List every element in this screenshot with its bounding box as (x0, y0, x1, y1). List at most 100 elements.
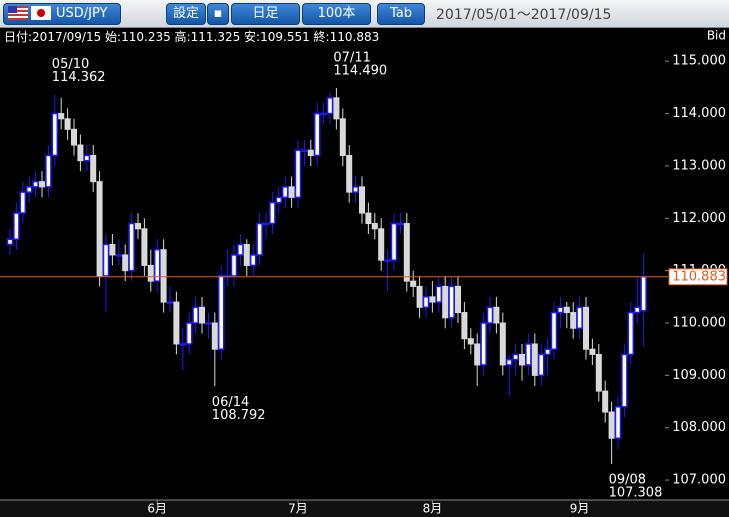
down-candle (429, 296, 436, 303)
icon-button[interactable]: ▪ (207, 3, 229, 25)
up-candle (102, 243, 110, 277)
last-price-label: 110.883 (672, 269, 726, 284)
up-candle (313, 112, 321, 157)
up-candle (128, 222, 135, 272)
up-candle (115, 254, 123, 257)
down-candle (135, 223, 141, 230)
down-candle (531, 343, 538, 376)
up-candle (640, 276, 647, 312)
up-candle (614, 406, 622, 439)
down-candle (474, 343, 481, 366)
down-candle (160, 249, 167, 303)
info-value: 111.325 (190, 30, 241, 44)
up-candle (51, 112, 59, 157)
up-candle (486, 306, 494, 324)
up-candle (512, 353, 519, 361)
down-candle (71, 128, 77, 146)
annotation-date: 09/08 (609, 472, 646, 487)
up-candle (281, 186, 289, 199)
x-tick-label: 7月 (288, 502, 308, 516)
down-candle (467, 338, 474, 345)
down-candle (499, 322, 506, 366)
annotation-date: 05/10 (52, 57, 89, 72)
up-candle (13, 212, 20, 241)
info-label: 日付: (4, 30, 33, 44)
up-candle (550, 311, 558, 350)
down-candle (64, 118, 71, 130)
down-candle (371, 223, 378, 230)
button[interactable]: 100本 (302, 3, 371, 25)
down-candle (141, 228, 148, 266)
up-candle (384, 259, 391, 262)
up-candle (32, 180, 39, 188)
up-candle (422, 296, 430, 309)
up-candle (448, 285, 455, 319)
up-candle (153, 248, 161, 282)
down-candle (96, 181, 103, 277)
x-tick-label: 8月 (423, 502, 443, 516)
down-candle (90, 154, 97, 183)
down-candle (333, 97, 340, 120)
pair-select[interactable]: USD/JPY (3, 3, 121, 25)
up-candle (576, 306, 583, 330)
down-candle (583, 306, 589, 350)
x-tick-label: 6月 (147, 502, 167, 516)
up-candle (505, 358, 513, 366)
up-candle (633, 306, 641, 314)
down-candle (442, 285, 449, 319)
up-candle (627, 311, 635, 356)
up-candle (25, 186, 33, 193)
info-value: 110.235 (121, 30, 171, 44)
up-candle (237, 243, 244, 256)
down-candle (493, 306, 500, 324)
button[interactable]: Tab (377, 3, 425, 25)
button[interactable]: 設定 (166, 3, 206, 25)
up-candle (256, 222, 263, 256)
annotation-value: 114.362 (52, 70, 106, 85)
up-candle (185, 322, 193, 345)
up-candle (275, 196, 283, 204)
info-line: 日付:2017/09/15 始:110.235 高:111.325 安:109.… (4, 28, 379, 45)
y-tick-label: 108.000 (672, 420, 726, 435)
pair: USD/JPY (56, 6, 108, 21)
y-tick-label: 114.000 (672, 106, 726, 121)
up-candle (537, 353, 545, 377)
up-candle (166, 301, 174, 304)
down-candle (77, 144, 84, 162)
down-candle (359, 186, 365, 214)
down-candle (147, 264, 154, 282)
annotation-date: 06/14 (212, 395, 249, 410)
down-candle (416, 285, 423, 308)
down-candle (589, 348, 596, 355)
annotation-value: 107.308 (609, 485, 663, 500)
y-tick-label: 113.000 (672, 158, 726, 173)
button[interactable]: 日足 (231, 3, 300, 25)
down-candle (570, 312, 577, 329)
up-candle (19, 191, 27, 214)
down-candle (563, 306, 570, 314)
info-label: 安: (244, 30, 261, 44)
up-candle (179, 343, 187, 346)
up-candle (390, 222, 398, 261)
up-candle (45, 154, 52, 188)
up-candle (205, 322, 212, 325)
down-candle (461, 312, 468, 340)
down-candle (243, 243, 250, 266)
info-label: 終: (313, 30, 330, 44)
down-candle (58, 113, 65, 120)
up-candle (435, 285, 443, 303)
down-candle (519, 353, 525, 366)
up-candle (544, 348, 551, 356)
down-candle (410, 280, 417, 287)
down-candle (346, 154, 353, 193)
down-candle (378, 228, 385, 261)
down-candle (288, 186, 295, 198)
down-candle (307, 149, 314, 156)
x-tick-label: 9月 (570, 502, 590, 516)
x-axis-band (0, 500, 729, 517)
down-candle (109, 243, 116, 256)
down-candle (211, 322, 218, 350)
up-candle (269, 201, 276, 225)
info-label: 始: (105, 30, 122, 44)
